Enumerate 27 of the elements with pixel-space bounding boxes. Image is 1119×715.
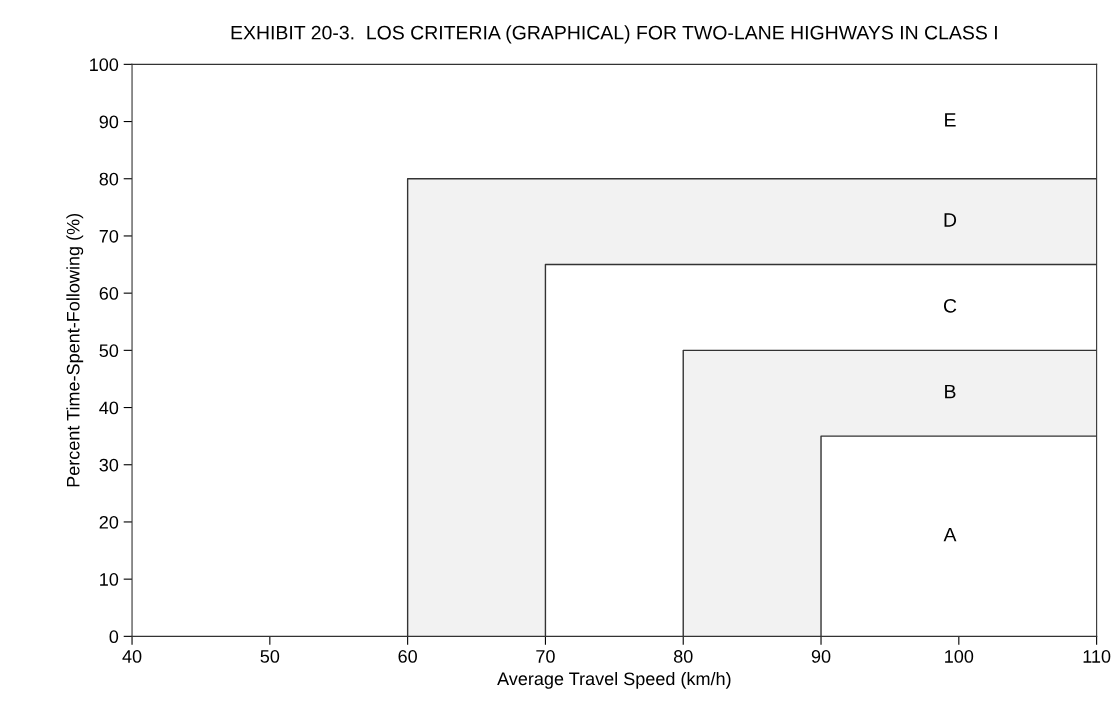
annotation: D xyxy=(944,213,957,227)
x-tick-label: 90 xyxy=(811,650,831,663)
x-tick-label: 60 xyxy=(398,650,417,663)
annotation: C xyxy=(943,298,957,313)
y-tick-label: 10 xyxy=(100,573,119,586)
y-tick-label: 30 xyxy=(99,458,119,472)
x-tick-label: 100 xyxy=(945,650,974,663)
y-tick-label: 0 xyxy=(109,630,119,644)
annotation: E xyxy=(945,113,956,127)
y-axis-title: Percent Time-Spent-Following (%) xyxy=(66,213,84,487)
annotation: A xyxy=(943,527,957,542)
y-tick-label: 20 xyxy=(99,515,119,529)
x-tick-label: 50 xyxy=(260,650,280,663)
y-tick-label: 80 xyxy=(99,172,119,186)
y-tick-label: 90 xyxy=(99,115,119,129)
y-tick-label: 50 xyxy=(99,344,119,358)
x-tick-label: 40 xyxy=(122,650,142,663)
chart-title: EXHIBIT 20-3. LOS CRITERIA (GRAPHICAL) FOR TWO-LANE HIGHWAYS IN CLASS I xyxy=(231,25,997,44)
x-tick-label: 110 xyxy=(1083,650,1111,663)
y-tick-label: 70 xyxy=(99,229,119,243)
x-tick-label: 70 xyxy=(536,650,555,663)
x-tick-label: 80 xyxy=(673,650,693,663)
x-axis-title: Average Travel Speed (km/h) xyxy=(497,671,731,689)
annotation: B xyxy=(945,384,956,399)
y-tick-label: 100 xyxy=(90,58,119,72)
y-tick-label: 60 xyxy=(99,287,119,300)
y-tick-label: 40 xyxy=(99,401,119,415)
